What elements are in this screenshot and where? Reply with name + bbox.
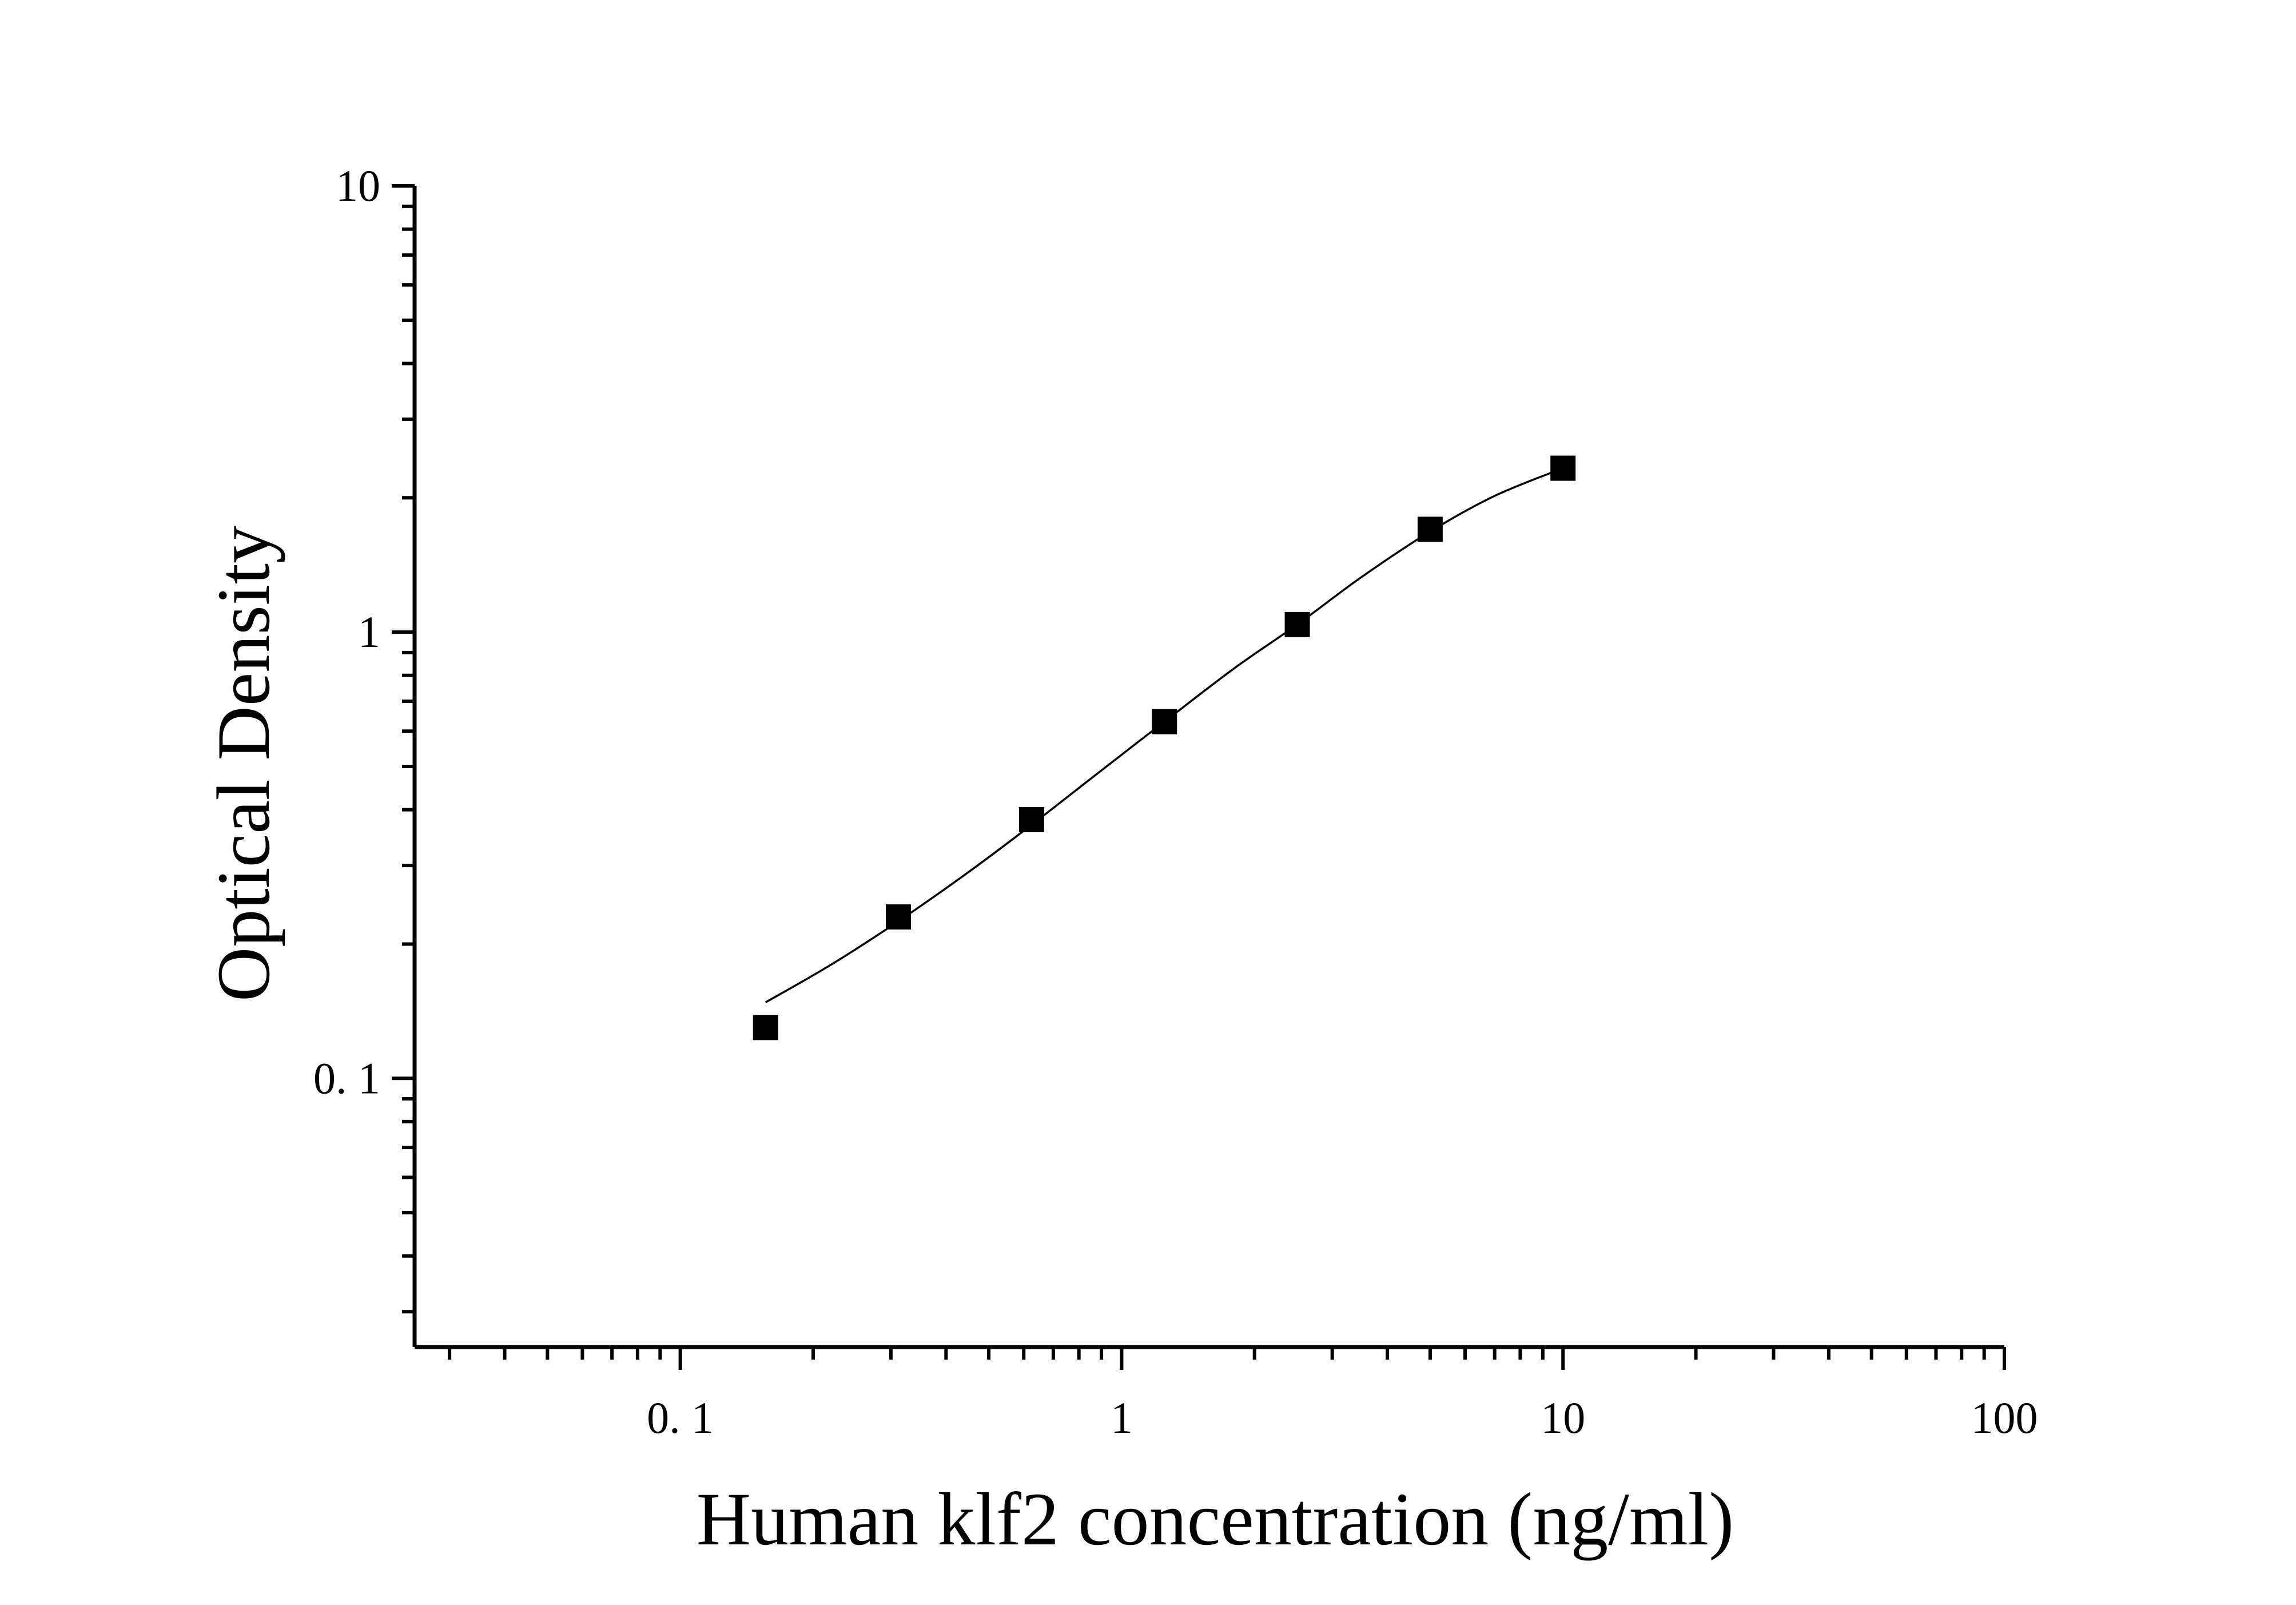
x-tick-label: 10	[1541, 1393, 1585, 1443]
y-tick-label: 10	[336, 161, 380, 210]
fit-curve-layer	[765, 467, 1563, 1003]
y-tick-label: 1	[358, 607, 380, 657]
fit-curve-line	[765, 467, 1563, 1003]
x-tick-label: 1	[1111, 1393, 1133, 1443]
x-axis-title: Human klf2 concentration (ng/ml)	[697, 1477, 1734, 1561]
x-tick-label: 0. 1	[647, 1393, 714, 1443]
data-point	[886, 904, 912, 930]
axis-ticks	[392, 184, 2006, 1370]
data-point	[1018, 807, 1044, 832]
x-tick-label: 100	[1971, 1393, 2038, 1443]
data-point	[1152, 709, 1177, 734]
data-point	[753, 1015, 778, 1040]
y-axis-title: Optical Density	[201, 526, 285, 1002]
data-points-layer	[753, 455, 1576, 1040]
data-point	[1417, 517, 1443, 542]
data-point	[1550, 455, 1576, 481]
tick-labels: 0. 1 1 10 100 0. 1 1 10	[313, 161, 2038, 1443]
axes	[412, 186, 2004, 1349]
data-point	[1284, 611, 1310, 637]
y-tick-label: 0. 1	[313, 1053, 380, 1103]
